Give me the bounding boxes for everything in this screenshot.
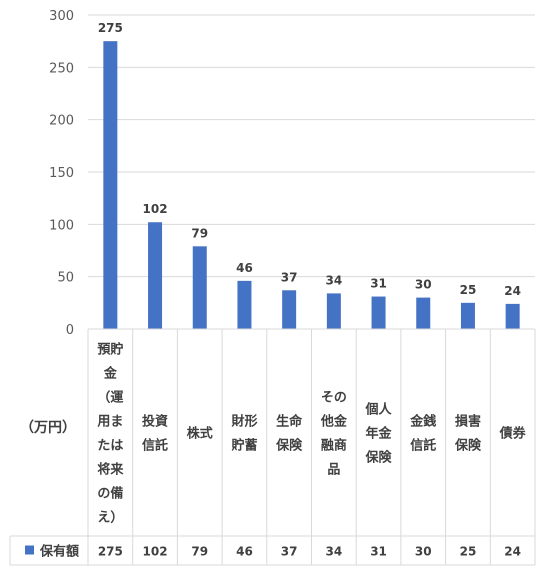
data-label: 102 bbox=[143, 202, 168, 216]
table-value: 275 bbox=[98, 545, 123, 559]
bar bbox=[148, 222, 163, 329]
y-tick-label: 300 bbox=[49, 9, 74, 24]
category-label: 個人年金保険 bbox=[365, 402, 393, 466]
category-label: 投資信託 bbox=[142, 414, 168, 454]
table-value: 79 bbox=[191, 545, 208, 559]
category-label: 債券 bbox=[499, 426, 527, 442]
table-value: 30 bbox=[415, 545, 432, 559]
bar bbox=[326, 293, 341, 329]
table-value: 102 bbox=[143, 545, 168, 559]
data-label: 34 bbox=[325, 273, 342, 287]
bar bbox=[460, 302, 475, 329]
table-value: 24 bbox=[504, 545, 521, 559]
data-label: 275 bbox=[98, 21, 123, 35]
y-tick-label: 200 bbox=[49, 114, 74, 129]
y-tick-label: 50 bbox=[57, 271, 74, 286]
bars bbox=[103, 41, 520, 330]
y-tick-label: 150 bbox=[49, 166, 74, 181]
y-tick-label: 100 bbox=[49, 218, 74, 233]
y-tick-label: 250 bbox=[49, 61, 74, 76]
data-label: 25 bbox=[460, 283, 477, 297]
category-label: 損害保険 bbox=[454, 414, 482, 454]
data-label: 46 bbox=[236, 261, 253, 275]
data-label: 37 bbox=[281, 270, 298, 284]
bar bbox=[371, 296, 386, 329]
gridlines bbox=[88, 14, 535, 330]
legend-swatch bbox=[25, 545, 34, 555]
category-label: 株式 bbox=[187, 426, 213, 442]
table-value: 46 bbox=[236, 545, 253, 559]
data-labels: 275 102 79 46 37 34 31 30 25 24 bbox=[98, 21, 521, 298]
table-value: 31 bbox=[370, 545, 387, 559]
category-label: その他金融商品 bbox=[320, 391, 348, 478]
category-label: 生命保険 bbox=[275, 414, 303, 454]
bar bbox=[103, 41, 118, 330]
unit-label: （万円） bbox=[20, 420, 76, 436]
bar bbox=[282, 290, 297, 329]
data-table: 預貯金（運用または将来の備え） 投資信託 株式 財形貯蓄生命保険その他金融商品個人年金… bbox=[9, 328, 536, 566]
data-label: 24 bbox=[504, 284, 521, 298]
y-axis: 0 50 100 150 200 250 300 bbox=[49, 9, 74, 338]
table-value: 34 bbox=[325, 545, 342, 559]
bar bbox=[505, 303, 520, 329]
data-label: 31 bbox=[370, 277, 387, 291]
table-value: 37 bbox=[281, 545, 298, 559]
legend-series-name: 保有額 bbox=[39, 544, 79, 560]
bar bbox=[192, 246, 207, 329]
y-tick-label: 0 bbox=[66, 323, 74, 338]
category-label: 金銭信託 bbox=[409, 414, 436, 454]
data-label: 30 bbox=[415, 278, 432, 292]
data-label: 79 bbox=[191, 226, 208, 240]
bar bbox=[416, 297, 431, 329]
category-label: 財形貯蓄 bbox=[230, 414, 257, 454]
table-value: 25 bbox=[460, 545, 477, 559]
category-label: 預貯金（運用または将来の備え） bbox=[96, 342, 124, 526]
bar bbox=[237, 280, 252, 329]
